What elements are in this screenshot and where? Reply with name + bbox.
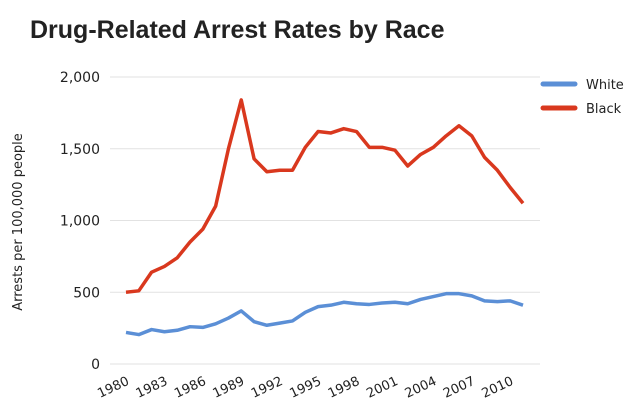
y-tick-label: 2,000	[60, 70, 100, 86]
y-axis-label: Arrests per 100,000 people	[11, 133, 26, 311]
y-tick-label: 500	[73, 285, 100, 301]
x-tick-label: 2007	[441, 374, 477, 402]
x-tick-label: 2004	[403, 374, 439, 402]
x-tick-label: 1980	[95, 374, 131, 402]
line	[125, 98, 525, 294]
y-tick-label: 1,500	[60, 142, 100, 158]
line	[125, 291, 524, 337]
chart-title: Drug-Related Arrest Rates by Race	[30, 16, 445, 44]
x-tick-label: 2010	[480, 374, 516, 402]
y-tick-label: 0	[91, 357, 100, 373]
x-tick-label: 1989	[211, 374, 247, 402]
y-tick-label: 1,000	[60, 214, 100, 230]
x-tick-label: 1998	[326, 374, 362, 402]
x-tick-label: 1995	[287, 374, 323, 402]
x-tick-label: 2001	[364, 374, 400, 402]
x-tick-label: 1992	[249, 374, 285, 402]
x-tick-label: 1983	[134, 374, 170, 402]
legend-label: White	[586, 78, 624, 93]
legend-label: Black	[586, 102, 622, 117]
x-tick-label: 1986	[172, 374, 208, 402]
